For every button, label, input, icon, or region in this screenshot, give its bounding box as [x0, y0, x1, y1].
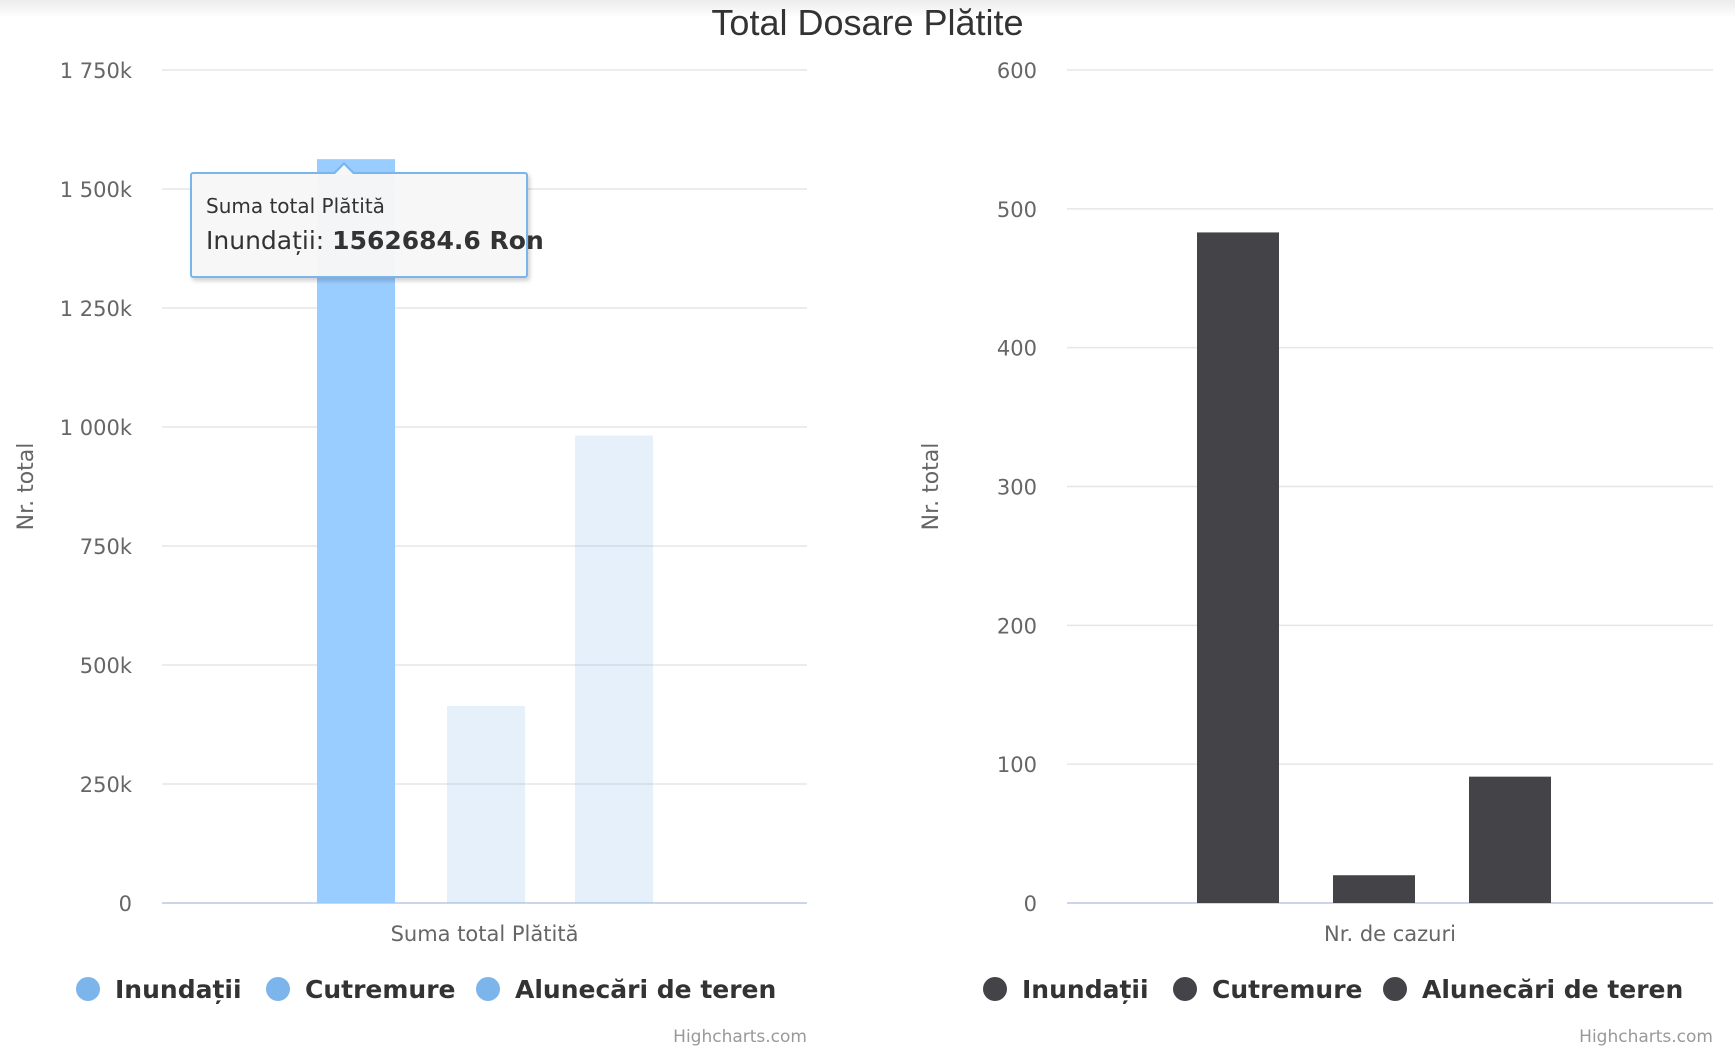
y-tick-label: 500 [997, 198, 1037, 222]
bar-alunec-ri-de-teren[interactable] [1469, 776, 1551, 903]
tooltip-line: Inundații: 1562684.6 Ron [206, 226, 544, 255]
y-tick-label: 0 [119, 892, 132, 916]
tooltip-header: Suma total Plătită [206, 194, 385, 218]
y-tick-label: 600 [997, 59, 1037, 83]
top-shadow [0, 0, 1735, 18]
legend-item-label[interactable]: Inundații [1022, 975, 1149, 1004]
y-tick-label: 250k [80, 773, 133, 797]
page-title: Total Dosare Plătite [711, 2, 1024, 43]
credits-link[interactable]: Highcharts.com [673, 1027, 807, 1047]
y-tick-label: 1 750k [60, 59, 133, 83]
x-axis-label: Suma total Plătită [391, 922, 579, 946]
legend-item-label[interactable]: Alunecări de teren [515, 975, 776, 1004]
tooltip: Suma total Plătită Inundații: 1562684.6 … [190, 162, 544, 278]
y-tick-label: 400 [997, 337, 1037, 361]
chart-nr-cazuri: 0 100 200 300 400 500 600 Nr. total Nr. de cazur… [919, 59, 1713, 1047]
legend-item-label[interactable]: Cutremure [305, 975, 456, 1004]
bar-inunda-ii[interactable] [317, 159, 395, 904]
legend-symbol[interactable] [76, 977, 100, 1001]
y-tick-label: 0 [1024, 892, 1037, 916]
legend-symbol[interactable] [1383, 977, 1407, 1001]
y-axis-title: Nr. total [14, 443, 39, 531]
y-tick-label: 1 500k [60, 178, 133, 202]
legend-symbol[interactable] [476, 977, 500, 1001]
y-tick-label: 1 250k [60, 297, 133, 321]
legend-symbol[interactable] [983, 977, 1007, 1001]
bar-cutremure[interactable] [447, 705, 525, 903]
y-tick-label: 1 000k [60, 416, 133, 440]
legend-item-label[interactable]: Alunecări de teren [1422, 975, 1683, 1004]
legend-item-label[interactable]: Inundații [115, 975, 242, 1004]
y-tick-label: 300 [997, 476, 1037, 500]
tooltip-series: Inundații [206, 226, 316, 255]
y-tick-label: 200 [997, 614, 1037, 638]
y-tick-label: 500k [80, 654, 133, 678]
y-tick-label: 100 [997, 753, 1037, 777]
bar-cutremure[interactable] [1333, 875, 1415, 903]
credits-link[interactable]: Highcharts.com [1579, 1027, 1713, 1047]
legend-item-label[interactable]: Cutremure [1212, 975, 1363, 1004]
y-tick-label: 750k [80, 535, 133, 559]
bar-inunda-ii[interactable] [1197, 232, 1279, 903]
bar-alunec-ri-de-teren[interactable] [575, 435, 653, 903]
legend-symbol[interactable] [1173, 977, 1197, 1001]
y-axis-title: Nr. total [919, 443, 944, 531]
tooltip-value: 1562684.6 Ron [332, 226, 544, 255]
legend-symbol[interactable] [266, 977, 290, 1001]
chart-suma-total: 0 250k 500k 750k 1 000k 1 250k 1 500k 1 750k Nr.… [14, 59, 807, 1047]
x-axis-label: Nr. de cazuri [1324, 922, 1456, 946]
